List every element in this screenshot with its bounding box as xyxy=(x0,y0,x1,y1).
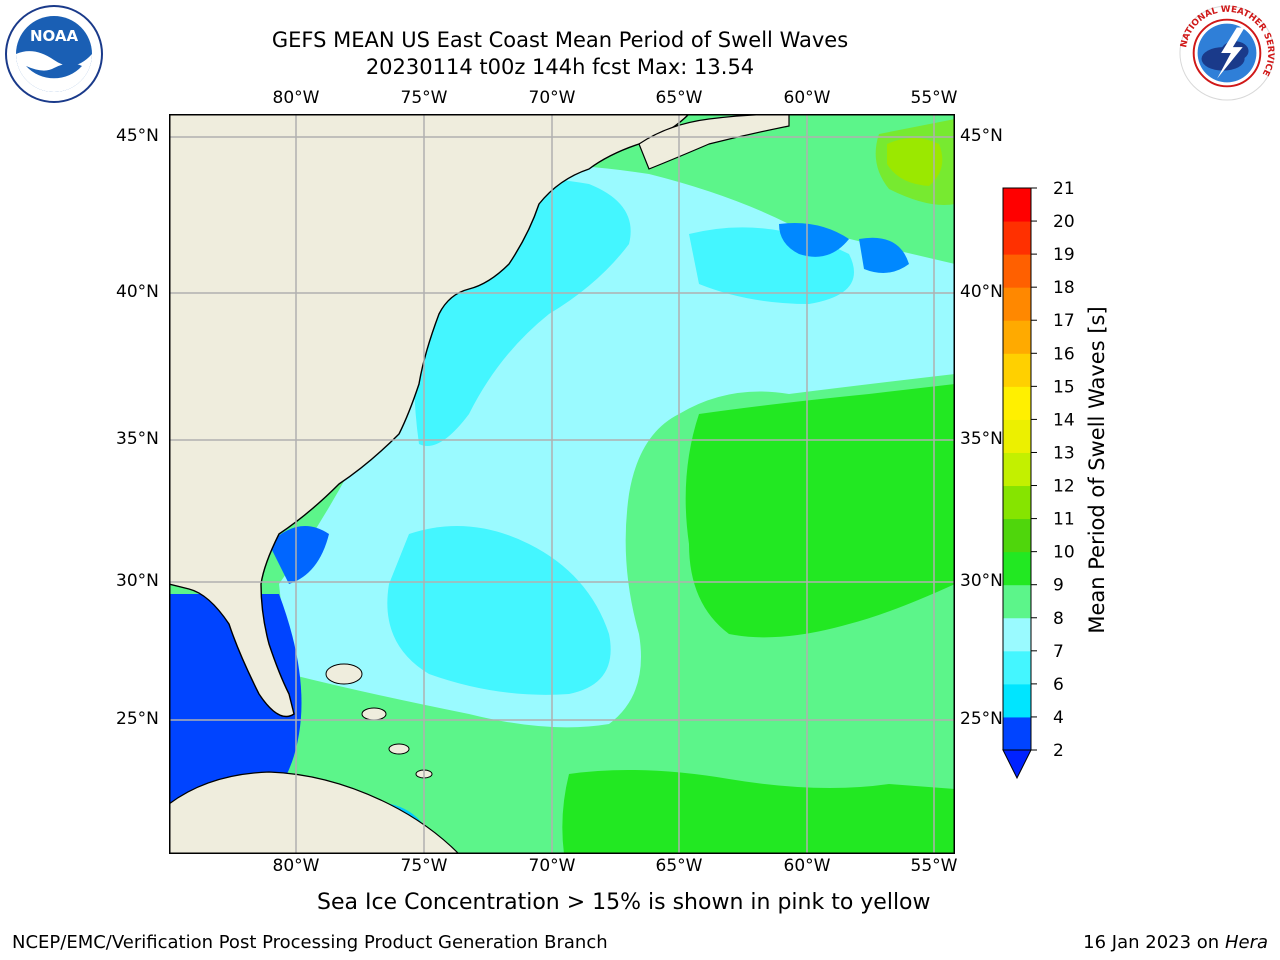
colorbar-tick-label: 16 xyxy=(1053,344,1075,364)
lat-label-left: 45°N xyxy=(116,126,159,146)
nws-logo: NATIONAL WEATHER SERVICE xyxy=(1178,4,1276,102)
colorbar-tick-label: 12 xyxy=(1053,477,1075,497)
colorbar-segment xyxy=(1003,651,1031,685)
lat-label-left: 30°N xyxy=(116,571,159,591)
colorbar-segment xyxy=(1003,419,1031,453)
colorbar-segment xyxy=(1003,618,1031,652)
colorbar-segment xyxy=(1003,353,1031,387)
colorbar-segment xyxy=(1003,585,1031,619)
colorbar-tick-label: 7 xyxy=(1053,642,1064,662)
lat-label-right: 45°N xyxy=(960,126,1003,146)
colorbar-tick-label: 6 xyxy=(1053,675,1064,695)
swell-field-10-11 xyxy=(686,384,955,637)
lon-label-top: 80°W xyxy=(256,88,336,108)
footer-date: 16 Jan 2023 on Hera xyxy=(1083,932,1268,953)
colorbar-segment xyxy=(1003,320,1031,354)
footer-branch: NCEP/EMC/Verification Post Processing Pr… xyxy=(12,932,608,953)
colorbar-tick-label: 4 xyxy=(1053,708,1064,728)
map-title: GEFS MEAN US East Coast Mean Period of S… xyxy=(160,27,960,53)
colorbar-tick-label: 9 xyxy=(1053,576,1064,596)
colorbar-tick-label: 19 xyxy=(1053,245,1075,265)
colorbar-segment xyxy=(1003,254,1031,288)
colorbar-tick-label: 18 xyxy=(1053,278,1075,298)
colorbar-tick-label: 13 xyxy=(1053,443,1075,463)
colorbar-tick-label: 10 xyxy=(1053,543,1075,563)
colorbar-tick-label: 2 xyxy=(1053,741,1064,761)
lon-label-bottom: 75°W xyxy=(384,856,464,876)
colorbar-title: Mean Period of Swell Waves [s] xyxy=(1085,306,1109,633)
footer-machine: Hera xyxy=(1225,932,1268,953)
colorbar-under-arrow xyxy=(1003,750,1031,778)
colorbar-tick-label: 11 xyxy=(1053,510,1075,530)
lon-label-bottom: 80°W xyxy=(256,856,336,876)
colorbar: 2 4 6 7 8 9 10 11 12 13 14 15 16 17 18 19 20 21 xyxy=(995,180,1085,790)
colorbar-segment xyxy=(1003,552,1031,586)
lat-label-left: 25°N xyxy=(116,709,159,729)
lon-label-top: 65°W xyxy=(639,88,719,108)
colorbar-segment xyxy=(1003,452,1031,486)
lat-label-left: 40°N xyxy=(116,282,159,302)
colorbar-segment xyxy=(1003,188,1031,222)
lon-label-top: 60°W xyxy=(767,88,847,108)
lon-label-bottom: 65°W xyxy=(639,856,719,876)
lat-label-left: 35°N xyxy=(116,429,159,449)
lon-label-bottom: 60°W xyxy=(767,856,847,876)
map-panel xyxy=(169,114,955,854)
colorbar-segment xyxy=(1003,519,1031,553)
colorbar-segment xyxy=(1003,221,1031,255)
lon-label-bottom: 70°W xyxy=(512,856,592,876)
lon-label-top: 75°W xyxy=(384,88,464,108)
noaa-logo: NOAA xyxy=(4,4,104,104)
map-subtitle: 20230114 t00z 144h fcst Max: 13.54 xyxy=(160,54,960,80)
colorbar-segment xyxy=(1003,386,1031,420)
colorbar-tick-label: 8 xyxy=(1053,609,1064,629)
colorbar-tick-label: 21 xyxy=(1053,180,1075,199)
lon-label-bottom: 55°W xyxy=(894,856,974,876)
lon-label-top: 70°W xyxy=(512,88,592,108)
sea-ice-note: Sea Ice Concentration > 15% is shown in … xyxy=(160,890,1120,915)
colorbar-tick-label: 14 xyxy=(1053,410,1075,430)
colorbar-segment xyxy=(1003,684,1031,718)
noaa-logo-text: NOAA xyxy=(30,27,79,45)
colorbar-tick-label: 20 xyxy=(1053,212,1075,232)
lon-label-top: 55°W xyxy=(894,88,974,108)
colorbar-segment xyxy=(1003,717,1031,751)
colorbar-tick-label: 15 xyxy=(1053,377,1075,397)
colorbar-tick-label: 17 xyxy=(1053,311,1075,331)
colorbar-segment xyxy=(1003,486,1031,520)
colorbar-segment xyxy=(1003,287,1031,321)
